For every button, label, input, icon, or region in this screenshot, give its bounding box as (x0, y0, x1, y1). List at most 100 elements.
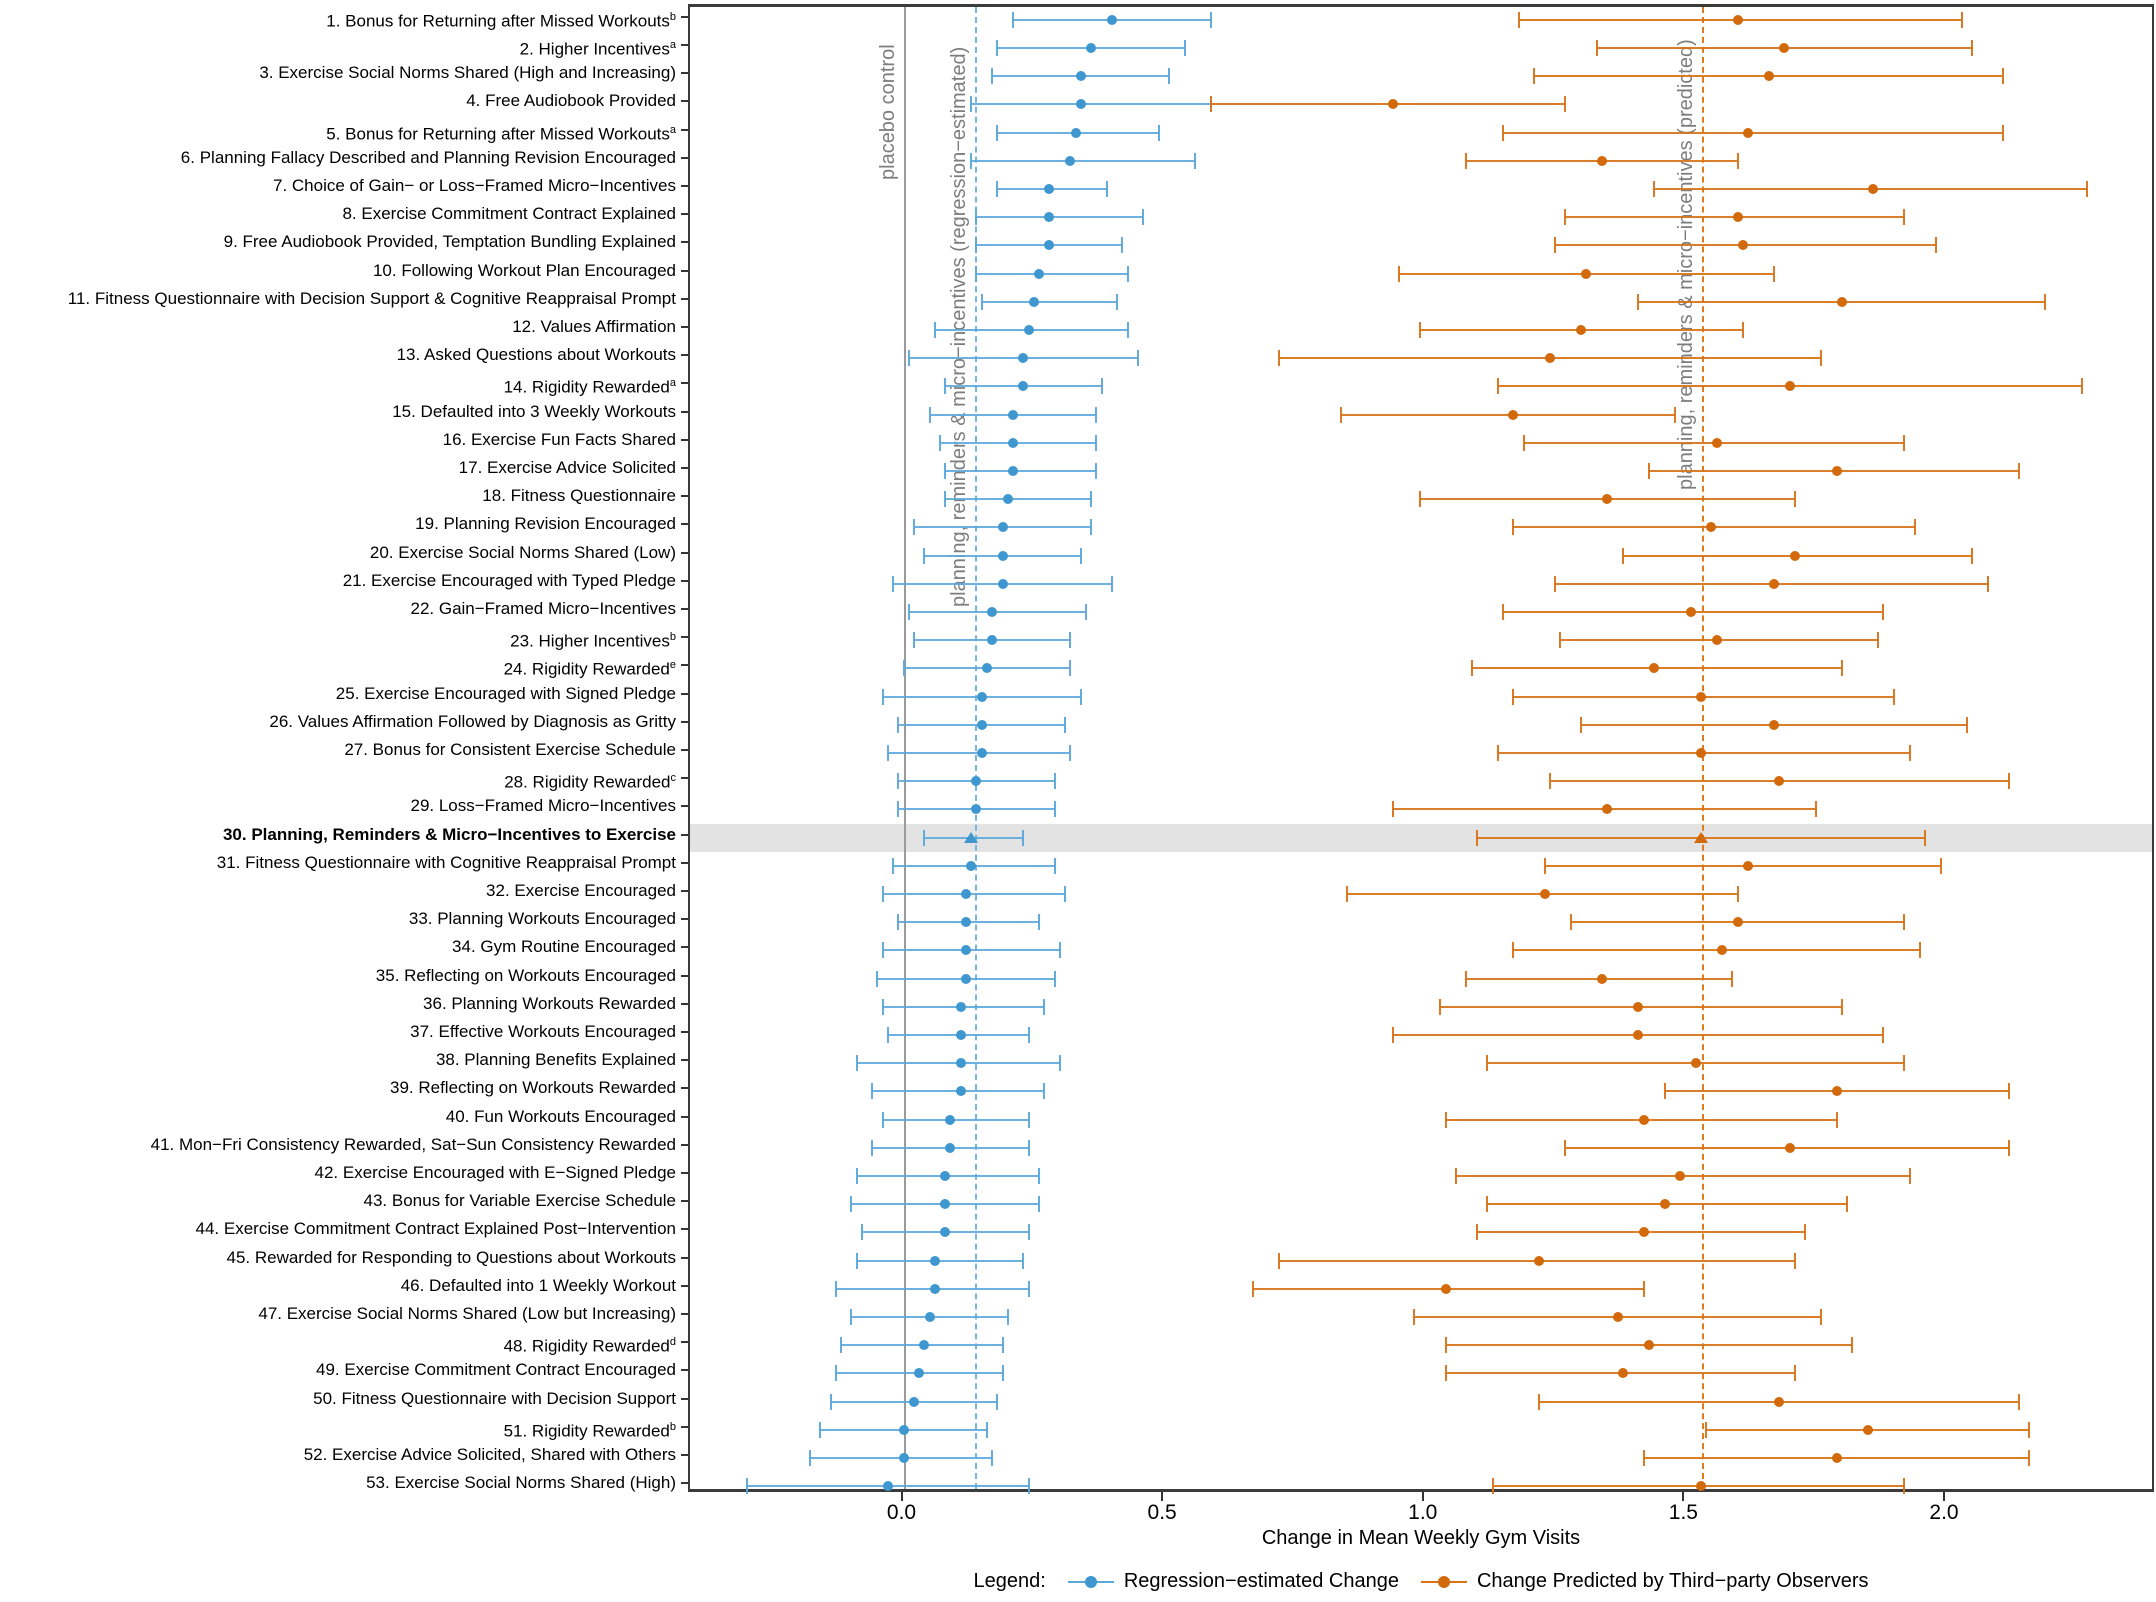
estimate-cap (1183, 39, 1186, 56)
prediction-cap (1439, 998, 1442, 1015)
estimate-point (964, 831, 979, 843)
x-axis-tick-label: 0.5 (1147, 1501, 1177, 1524)
prediction-cap (1465, 970, 1468, 987)
y-axis-tick (681, 1115, 688, 1118)
y-axis-tick (681, 100, 688, 103)
prediction-point (1784, 1142, 1795, 1153)
estimate-cap (1157, 124, 1160, 141)
estimate-cap (1022, 1252, 1025, 1269)
prediction-cap (1397, 265, 1400, 282)
prediction-cap (1736, 885, 1739, 902)
row-label: 52. Exercise Advice Solicited, Shared wi… (303, 1444, 676, 1464)
estimate-cap (876, 970, 879, 987)
estimate-cap (1090, 519, 1093, 536)
estimate-point (929, 1255, 940, 1266)
estimate-point (961, 973, 972, 984)
estimate-cap (970, 96, 973, 113)
prediction-cap (1538, 1393, 1541, 1410)
estimate-cap (1027, 1478, 1030, 1495)
prediction-mean-line-label: planning, reminders & micro−incentives (… (1674, 39, 1697, 490)
estimate-point (976, 691, 987, 702)
y-axis-tick (681, 692, 688, 695)
estimate-cap (1038, 914, 1041, 931)
row-label: 44. Exercise Commitment Contract Explain… (195, 1219, 676, 1239)
prediction-cap (1913, 519, 1916, 536)
estimate-cap (1079, 547, 1082, 564)
prediction-cap (1444, 1337, 1447, 1354)
y-axis-tick (681, 523, 688, 526)
row-label: 45. Rewarded for Responding to Questions… (226, 1247, 676, 1267)
prediction-cap (1903, 209, 1906, 226)
prediction-point (1742, 860, 1753, 871)
prediction-cap (1491, 1478, 1494, 1495)
estimate-interval (976, 272, 1128, 275)
estimate-cap (985, 1421, 988, 1438)
y-axis-tick (681, 607, 688, 610)
estimate-cap (1137, 350, 1140, 367)
prediction-cap (1918, 942, 1921, 959)
estimate-point (924, 1311, 935, 1322)
estimate-cap (1105, 180, 1108, 197)
estimate-point (1044, 212, 1055, 223)
prediction-point (1732, 917, 1743, 928)
prediction-cap (1444, 1111, 1447, 1128)
estimate-interval (908, 610, 1086, 613)
prediction-cap (1564, 209, 1567, 226)
prediction-point (1633, 1001, 1644, 1012)
y-axis-tick (681, 918, 688, 921)
prediction-point (1643, 1340, 1654, 1351)
legend-marker-dot (1437, 1575, 1450, 1588)
estimate-cap (881, 998, 884, 1015)
y-axis-tick (681, 354, 688, 357)
y-axis-tick (681, 1030, 688, 1033)
prediction-point (1868, 183, 1879, 194)
row-label: 9. Free Audiobook Provided, Temptation B… (223, 232, 676, 252)
row-label: 10. Following Workout Plan Encouraged (372, 260, 676, 280)
estimate-cap (897, 716, 900, 733)
y-axis-tick (681, 1284, 688, 1287)
y-axis-tick (681, 382, 688, 385)
estimate-cap (944, 462, 947, 479)
row-label: 20. Exercise Social Norms Shared (Low) (369, 542, 676, 562)
estimate-point (961, 917, 972, 928)
estimate-cap (1022, 829, 1025, 846)
estimate-cap (912, 632, 915, 649)
row-label: 28. Rigidity Rewardedc (504, 772, 676, 792)
prediction-cap (1882, 603, 1885, 620)
estimate-cap (944, 491, 947, 508)
y-axis-tick (681, 748, 688, 751)
prediction-cap (1814, 801, 1817, 818)
y-axis-tick (681, 1002, 688, 1005)
estimate-point (971, 804, 982, 815)
y-axis-tick (681, 1200, 688, 1203)
prediction-point (1737, 240, 1748, 251)
y-axis-tick (681, 861, 688, 864)
row-label: 38. Planning Benefits Explained (435, 1050, 676, 1070)
estimate-cap (975, 265, 978, 282)
y-axis-tick (681, 438, 688, 441)
prediction-point (1742, 127, 1753, 138)
estimate-cap (1168, 68, 1171, 85)
row-label: 22. Gain−Framed Micro−Incentives (410, 598, 676, 618)
prediction-cap (1642, 1449, 1645, 1466)
legend-marker-icon (1420, 1575, 1467, 1588)
prediction-point (1774, 1396, 1785, 1407)
estimate-cap (1001, 1337, 1004, 1354)
row-label: 17. Exercise Advice Solicited (458, 457, 676, 477)
row-label: 41. Mon−Fri Consistency Rewarded, Sat−Su… (150, 1134, 676, 1154)
estimate-cap (1038, 1196, 1041, 1213)
estimate-cap (907, 603, 910, 620)
prediction-cap (1512, 942, 1515, 959)
row-label-superscript: a (669, 377, 676, 390)
estimate-cap (881, 688, 884, 705)
estimate-cap (829, 1393, 832, 1410)
y-axis-tick (681, 579, 688, 582)
prediction-cap (1673, 406, 1676, 423)
row-label-superscript: d (669, 1336, 676, 1349)
legend-marker-icon (1067, 1575, 1114, 1588)
estimate-point (1018, 353, 1029, 364)
estimate-point (955, 1086, 966, 1097)
prediction-cap (1971, 547, 1974, 564)
prediction-cap (1971, 39, 1974, 56)
estimate-interval (981, 300, 1118, 303)
